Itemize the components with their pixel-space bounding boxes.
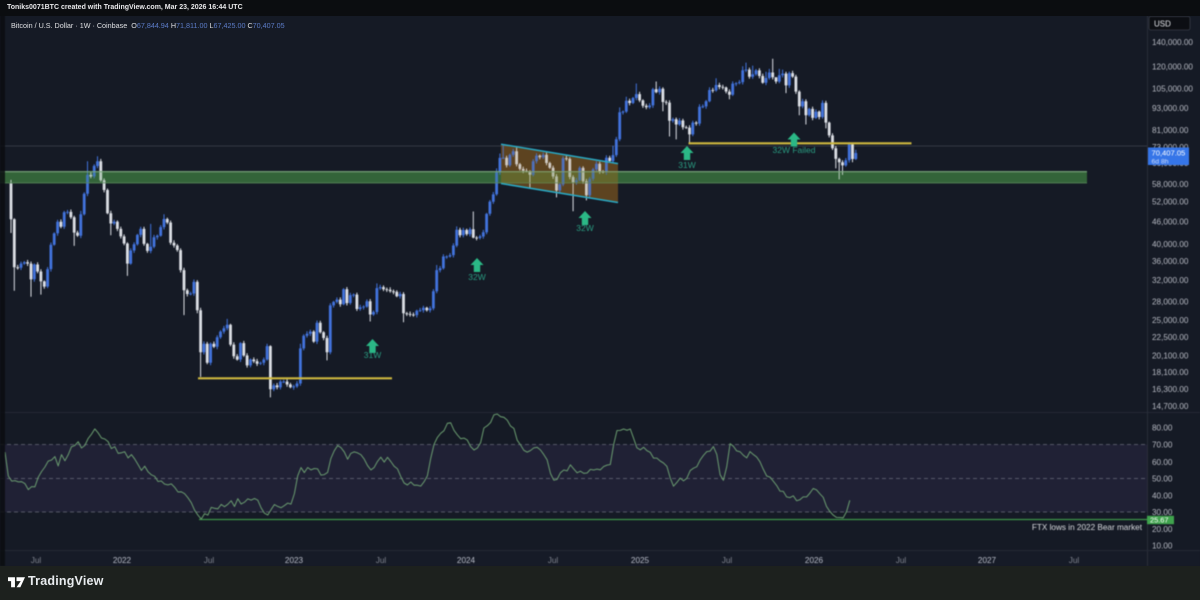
- svg-text:60.00: 60.00: [1152, 458, 1173, 467]
- svg-text:32W Failed: 32W Failed: [773, 145, 816, 155]
- svg-text:32W: 32W: [576, 223, 593, 233]
- svg-text:10.00: 10.00: [1152, 541, 1173, 550]
- svg-text:20,100.00: 20,100.00: [1152, 351, 1189, 360]
- svg-text:40,000.00: 40,000.00: [1152, 240, 1189, 249]
- svg-text:16,300.00: 16,300.00: [1152, 385, 1189, 394]
- svg-text:70,407.05: 70,407.05: [1152, 149, 1186, 158]
- svg-text:2024: 2024: [457, 556, 476, 565]
- svg-text:120,000.00: 120,000.00: [1152, 63, 1193, 72]
- svg-text:FTX lows in 2022 Bear market: FTX lows in 2022 Bear market: [1032, 523, 1143, 532]
- svg-text:2023: 2023: [285, 556, 304, 565]
- svg-text:28,000.00: 28,000.00: [1152, 298, 1189, 307]
- svg-text:Jul: Jul: [1069, 556, 1080, 565]
- svg-text:22,500.00: 22,500.00: [1152, 333, 1189, 342]
- svg-text:105,000.00: 105,000.00: [1152, 84, 1193, 93]
- svg-text:31W: 31W: [678, 160, 695, 170]
- svg-text:70.00: 70.00: [1152, 440, 1173, 449]
- svg-text:2022: 2022: [113, 556, 132, 565]
- svg-text:93,000.00: 93,000.00: [1152, 104, 1189, 113]
- svg-text:Jul: Jul: [31, 556, 42, 565]
- svg-text:81,000.00: 81,000.00: [1152, 126, 1189, 135]
- svg-text:2027: 2027: [978, 556, 997, 565]
- svg-text:2026: 2026: [805, 556, 824, 565]
- svg-text:Jul: Jul: [548, 556, 559, 565]
- svg-text:2025: 2025: [631, 556, 650, 565]
- svg-text:6d 8h: 6d 8h: [1152, 159, 1169, 166]
- svg-text:40.00: 40.00: [1152, 491, 1173, 500]
- svg-text:Jul: Jul: [722, 556, 733, 565]
- svg-text:32W: 32W: [468, 272, 485, 282]
- svg-text:30.00: 30.00: [1152, 508, 1173, 517]
- svg-text:32,000.00: 32,000.00: [1152, 276, 1189, 285]
- svg-text:20.00: 20.00: [1152, 525, 1173, 534]
- svg-text:25,000.00: 25,000.00: [1152, 316, 1189, 325]
- svg-text:50.00: 50.00: [1152, 474, 1173, 483]
- svg-text:Jul: Jul: [376, 556, 387, 565]
- svg-text:140,000.00: 140,000.00: [1152, 38, 1193, 47]
- svg-text:18,100.00: 18,100.00: [1152, 368, 1189, 377]
- svg-text:46,000.00: 46,000.00: [1152, 218, 1189, 227]
- svg-text:52,000.00: 52,000.00: [1152, 198, 1189, 207]
- svg-text:31W: 31W: [364, 350, 381, 360]
- svg-text:Jul: Jul: [204, 556, 215, 565]
- svg-text:14,700.00: 14,700.00: [1152, 402, 1189, 411]
- svg-text:Jul: Jul: [896, 556, 907, 565]
- svg-text:25.67: 25.67: [1150, 516, 1169, 525]
- svg-text:58,000.00: 58,000.00: [1152, 180, 1189, 189]
- svg-text:80.00: 80.00: [1152, 423, 1173, 432]
- svg-text:USD: USD: [1154, 20, 1171, 29]
- svg-text:36,000.00: 36,000.00: [1152, 257, 1189, 266]
